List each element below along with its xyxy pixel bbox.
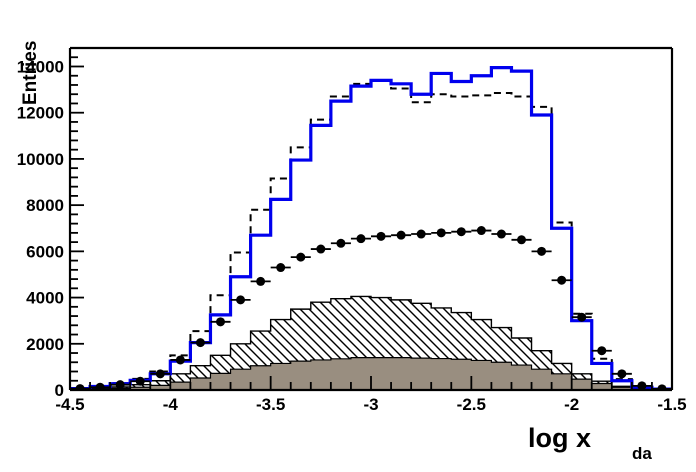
data-point-marker — [296, 252, 306, 262]
data-point-marker — [597, 346, 607, 356]
y-tick-label: 4000 — [26, 289, 64, 308]
data-point-marker — [517, 235, 526, 245]
data-point-marker — [95, 382, 105, 390]
data-point-marker — [577, 312, 587, 322]
y-tick-label: 2000 — [26, 335, 64, 354]
series-total-mc-solid — [70, 66, 672, 390]
x-tick-label: -1.5 — [657, 395, 686, 414]
data-point-marker — [75, 384, 85, 390]
data-point-marker — [316, 244, 326, 254]
x-tick-label: -2.5 — [457, 395, 486, 414]
x-tick-label: -4.5 — [55, 395, 84, 414]
series-data-points — [70, 226, 672, 390]
y-axis-title: Entries — [20, 41, 41, 105]
y-tick-label: 14000 — [17, 57, 64, 76]
data-point-marker — [637, 381, 647, 390]
data-point-marker — [456, 227, 466, 237]
x-tick-label: -3 — [363, 395, 378, 414]
x-tick-label: -4 — [163, 395, 179, 414]
data-point-marker — [436, 228, 446, 238]
data-point-marker — [617, 369, 627, 379]
data-point-marker — [175, 355, 185, 365]
x-tick-label: -3.5 — [256, 395, 285, 414]
x-axis-title: log x — [528, 423, 591, 453]
y-tick-label: 6000 — [26, 242, 64, 261]
series-layer — [70, 66, 672, 390]
y-tick-label: 0 — [55, 381, 64, 400]
data-point-marker — [256, 276, 266, 286]
y-tick-labels: 0 2000 4000 6000 8000 10000 12000 14000 — [17, 57, 64, 400]
data-point-marker — [396, 230, 406, 240]
data-point-marker — [135, 376, 145, 386]
y-tick-label: 8000 — [26, 196, 64, 215]
data-point-marker — [557, 275, 567, 285]
data-point-marker — [216, 317, 225, 327]
data-point-marker — [356, 234, 366, 244]
data-point-marker — [476, 226, 486, 236]
data-point-marker — [276, 263, 286, 273]
data-point-marker — [115, 380, 125, 390]
data-point-marker — [376, 231, 386, 241]
x-axis-title-subscript: da — [632, 444, 652, 463]
data-point-marker — [496, 229, 506, 239]
data-point-marker — [236, 295, 246, 305]
data-point-marker — [195, 338, 205, 348]
data-point-marker — [657, 384, 667, 390]
data-point-marker — [537, 246, 547, 256]
y-tick-label: 12000 — [17, 104, 64, 123]
data-point-marker — [155, 369, 165, 379]
data-point-marker — [336, 238, 346, 248]
y-tick-label: 10000 — [17, 150, 64, 169]
x-tick-labels: -4.5 -4 -3.5 -3 -2.5 -2 -1.5 — [55, 395, 686, 414]
axis-ticks — [69, 56, 673, 391]
x-tick-label: -2 — [564, 395, 579, 414]
data-point-marker — [416, 229, 426, 239]
